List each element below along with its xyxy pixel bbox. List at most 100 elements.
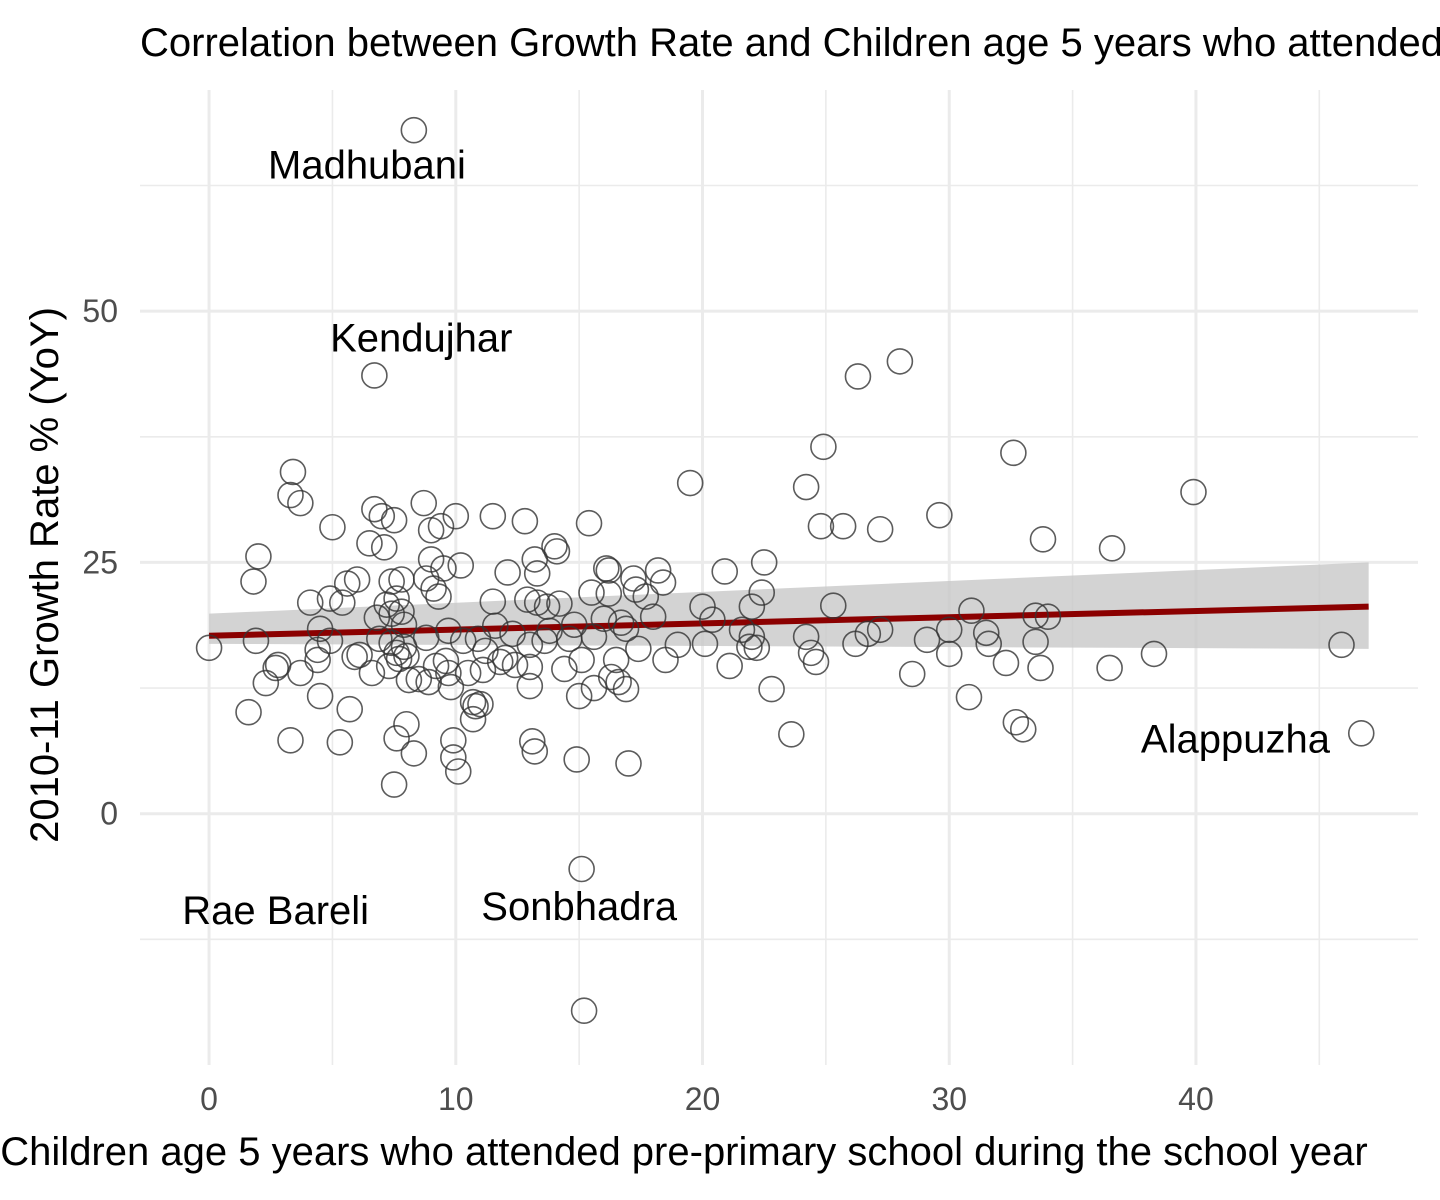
data-point <box>992 649 1020 677</box>
data-point <box>728 616 756 644</box>
data-point <box>415 668 442 696</box>
data-point <box>306 682 334 710</box>
data-point <box>622 576 650 603</box>
fit-line <box>209 603 1369 639</box>
data-point <box>568 855 595 883</box>
data-point <box>486 648 514 676</box>
x-tick-label: 30 <box>931 1081 967 1117</box>
data-point <box>565 682 593 710</box>
data-point <box>607 609 635 637</box>
data-point <box>240 568 267 595</box>
x-tick-label: 20 <box>685 1081 721 1117</box>
data-point <box>711 558 739 585</box>
data-point <box>575 509 603 537</box>
data-point <box>279 458 307 486</box>
data-point <box>802 648 830 676</box>
data-point <box>1000 439 1027 467</box>
y-tick-label: 0 <box>100 796 118 832</box>
data-point <box>664 631 692 659</box>
data-point <box>568 646 595 674</box>
data-point <box>743 634 771 662</box>
data-point <box>346 641 373 669</box>
data-point <box>866 616 894 644</box>
data-point <box>523 560 551 587</box>
data-point <box>829 512 857 540</box>
data-point <box>518 728 546 755</box>
data-points <box>195 116 1375 1025</box>
data-point <box>494 559 521 586</box>
data-point <box>536 617 563 645</box>
data-point <box>597 663 625 691</box>
data-point <box>543 538 571 565</box>
data-point <box>551 655 578 683</box>
x-tick-label: 40 <box>1178 1081 1214 1117</box>
data-point <box>296 589 324 616</box>
data-point <box>319 513 346 541</box>
data-point <box>326 729 354 756</box>
data-point <box>935 640 963 668</box>
data-point <box>514 586 541 613</box>
data-point <box>810 433 837 461</box>
data-point <box>380 771 408 798</box>
data-point <box>1009 715 1037 743</box>
y-tick-label: 50 <box>82 293 118 329</box>
data-point <box>343 566 371 593</box>
data-point <box>750 549 778 576</box>
data-point <box>235 698 262 726</box>
data-point <box>935 616 963 644</box>
data-point <box>516 672 544 700</box>
data-point <box>792 623 820 651</box>
data-point <box>440 744 467 771</box>
data-point <box>854 620 882 648</box>
data-point <box>807 512 835 540</box>
data-point <box>676 469 704 497</box>
data-point <box>1029 526 1057 553</box>
data-point <box>195 634 223 662</box>
chart-title: Correlation between Growth Rate and Chil… <box>140 21 1440 65</box>
data-point <box>356 530 383 557</box>
data-point <box>316 627 344 655</box>
data-point <box>395 666 423 694</box>
data-point <box>1034 603 1062 631</box>
data-point <box>1328 631 1355 659</box>
data-point <box>245 543 272 570</box>
data-point <box>926 501 953 529</box>
data-point <box>748 579 776 606</box>
data-point <box>563 746 590 773</box>
data-point <box>1022 602 1049 629</box>
data-point <box>491 644 519 672</box>
data-point <box>602 646 630 674</box>
data-point <box>615 750 642 777</box>
point-annotation: Rae Bareli <box>182 889 369 933</box>
data-point <box>427 512 455 540</box>
data-point <box>304 646 331 674</box>
data-point <box>405 665 433 693</box>
x-tick-label: 0 <box>200 1081 218 1117</box>
data-point <box>435 659 462 687</box>
data-point <box>595 557 623 584</box>
data-point <box>866 515 894 543</box>
data-point <box>516 631 544 659</box>
data-point <box>442 502 470 530</box>
data-point <box>595 580 623 607</box>
x-tick-label: 10 <box>438 1081 474 1117</box>
fit-line-group <box>209 603 1369 639</box>
data-point <box>639 603 667 631</box>
data-point <box>590 605 618 633</box>
data-point <box>516 653 544 681</box>
data-point <box>546 590 573 617</box>
data-point <box>481 612 509 640</box>
data-point <box>383 725 410 752</box>
data-point <box>625 635 652 663</box>
data-point <box>277 727 304 754</box>
data-point <box>430 555 457 582</box>
data-point <box>341 643 368 671</box>
data-point <box>560 611 588 639</box>
point-annotation: Madhubani <box>268 143 466 187</box>
data-point <box>541 533 568 560</box>
data-point <box>370 534 398 561</box>
data-point <box>277 481 304 509</box>
data-point <box>383 639 410 667</box>
data-point <box>1002 708 1030 736</box>
